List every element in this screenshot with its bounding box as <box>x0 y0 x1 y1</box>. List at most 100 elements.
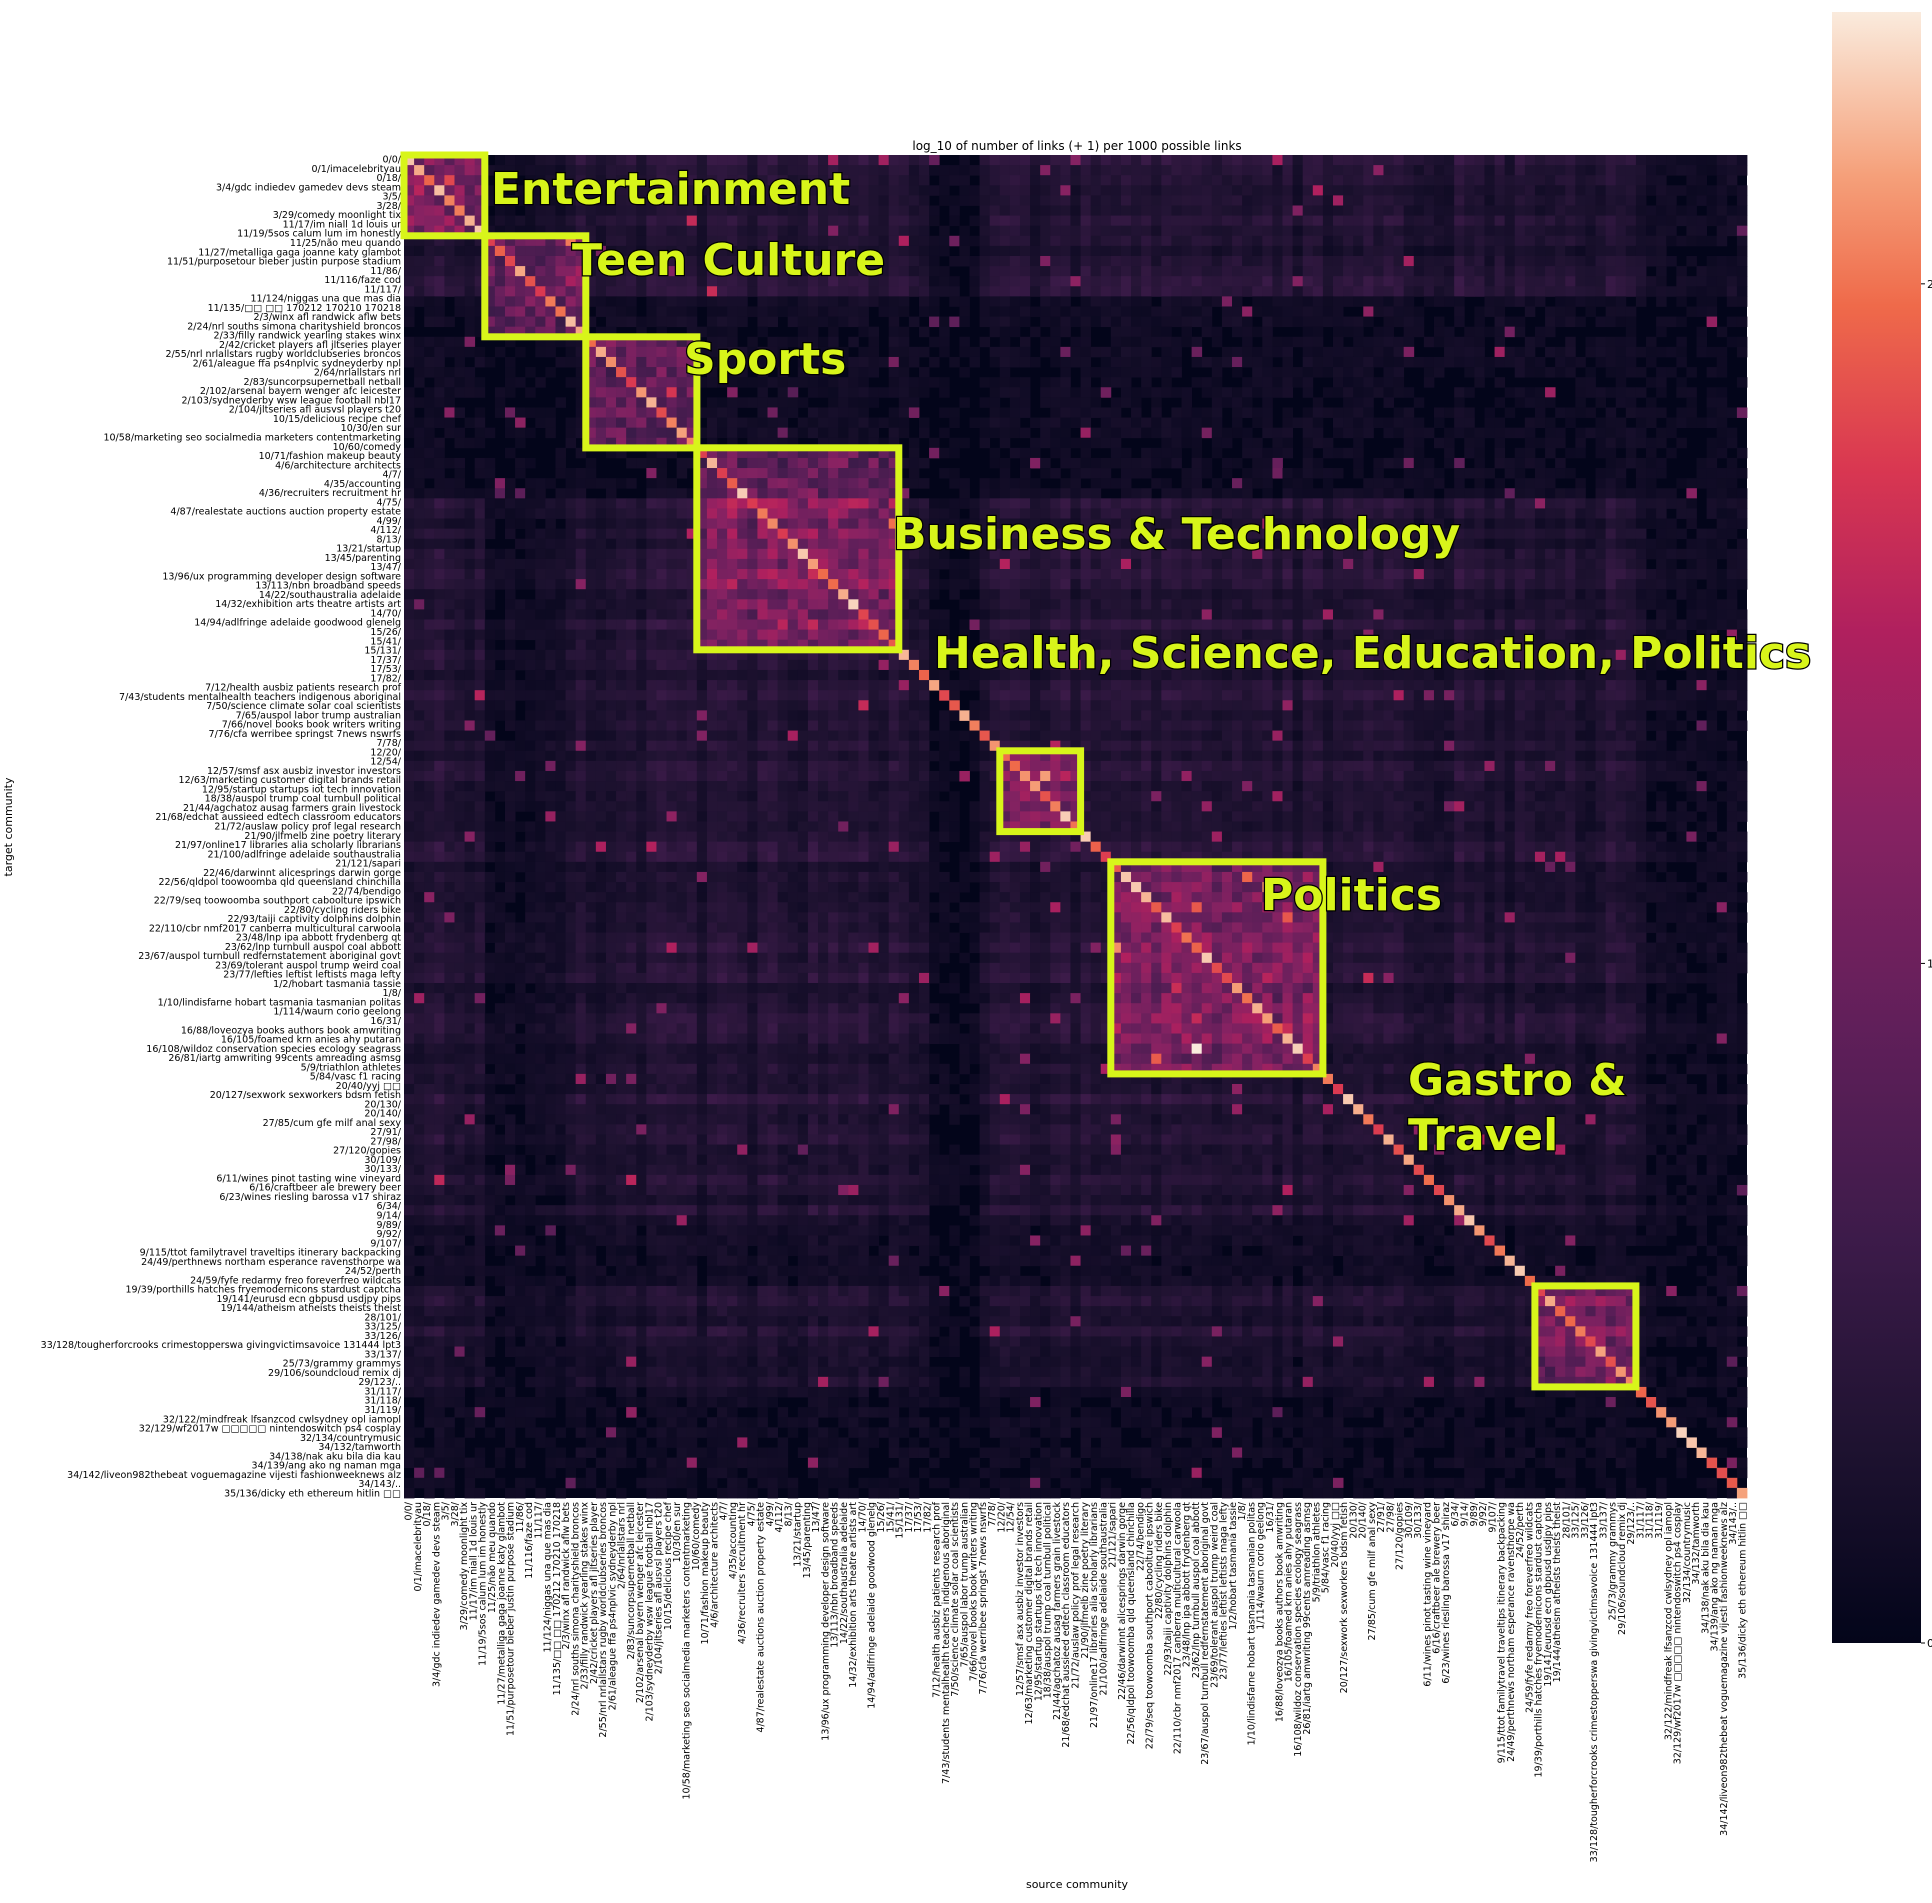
heatmap-cell <box>1343 538 1354 550</box>
heatmap-cell <box>1565 155 1576 166</box>
heatmap-cell <box>1615 377 1627 388</box>
heatmap-cell <box>1191 498 1203 509</box>
heatmap-cell <box>706 518 718 530</box>
heatmap-cell <box>1534 165 1546 176</box>
heatmap-cell <box>1373 286 1384 297</box>
heatmap-cell <box>1514 276 1526 287</box>
heatmap-cell <box>535 155 546 166</box>
heatmap-cell <box>999 316 1011 328</box>
heatmap-cell <box>1090 316 1102 328</box>
heatmap-cell <box>616 589 627 600</box>
heatmap-cell <box>737 538 748 550</box>
heatmap-cell <box>636 397 647 408</box>
heatmap-cell <box>1595 528 1607 540</box>
heatmap-cell <box>1413 569 1425 580</box>
heatmap-cell <box>656 356 667 368</box>
heatmap-cell <box>979 336 991 348</box>
heatmap-cell <box>565 205 577 216</box>
heatmap-cell <box>1019 255 1031 267</box>
heatmap-cell <box>585 175 597 186</box>
heatmap-cell <box>636 498 647 509</box>
heatmap-cell <box>545 276 556 287</box>
heatmap-cell <box>656 397 667 408</box>
heatmap-cell <box>1726 316 1738 328</box>
heatmap-cell <box>1080 346 1092 358</box>
heatmap-cell <box>777 195 789 206</box>
heatmap-cell <box>1464 548 1475 560</box>
heatmap-cell <box>454 518 465 530</box>
heatmap-cell <box>656 478 667 489</box>
heatmap-cell <box>1534 387 1546 398</box>
heatmap-cell <box>1433 195 1445 206</box>
heatmap-cell <box>777 548 789 560</box>
heatmap-cell <box>1110 215 1122 227</box>
heatmap-cell <box>1161 518 1172 530</box>
heatmap-cell <box>676 407 688 418</box>
heatmap-cell <box>535 235 546 247</box>
heatmap-cell <box>838 498 849 509</box>
heatmap-cell <box>1131 346 1142 358</box>
heatmap-cell <box>1322 407 1334 418</box>
heatmap-cell <box>1433 165 1445 176</box>
heatmap-cell <box>1625 387 1637 398</box>
heatmap-cell <box>757 185 768 196</box>
heatmap-cell <box>1605 498 1617 509</box>
heatmap-cell <box>1413 155 1425 166</box>
heatmap-cell <box>1242 407 1253 418</box>
heatmap-cell <box>1019 296 1031 307</box>
heatmap-cell <box>525 427 536 439</box>
heatmap-cell <box>1211 215 1223 227</box>
heatmap-cell <box>1403 185 1415 196</box>
heatmap-cell <box>1060 397 1071 408</box>
heatmap-cell <box>979 155 991 166</box>
heatmap-cell <box>727 215 738 227</box>
heatmap-cell <box>1736 165 1748 176</box>
heatmap-cell <box>807 205 819 216</box>
heatmap-cell <box>848 286 859 297</box>
heatmap-cell <box>575 589 587 600</box>
heatmap-cell <box>404 528 415 540</box>
heatmap-cell <box>1433 579 1445 590</box>
heatmap-cell <box>939 508 950 519</box>
heatmap-cell <box>1615 437 1627 449</box>
heatmap-cell <box>1070 255 1081 267</box>
heatmap-cell <box>515 235 526 247</box>
heatmap-cell <box>565 336 577 348</box>
heatmap-cell <box>454 367 465 378</box>
heatmap-cell <box>646 306 657 317</box>
heatmap-cell <box>1524 336 1536 348</box>
heatmap-cell <box>1545 255 1556 267</box>
heatmap-cell <box>888 528 900 540</box>
heatmap-cell <box>1514 387 1526 398</box>
heatmap-cell <box>1272 367 1283 378</box>
heatmap-cell <box>656 538 667 550</box>
heatmap-cell <box>1302 579 1314 590</box>
heatmap-cell <box>1050 296 1061 307</box>
heatmap-cell <box>969 276 980 287</box>
heatmap-cell <box>868 508 879 519</box>
heatmap-cell <box>1646 397 1657 408</box>
heatmap-cell <box>1686 518 1697 530</box>
heatmap-cell <box>454 286 465 297</box>
heatmap-cell <box>757 367 768 378</box>
heatmap-cell <box>1494 326 1506 338</box>
heatmap-cell <box>1403 356 1415 368</box>
heatmap-cell <box>747 266 758 277</box>
heatmap-cell <box>1332 367 1344 378</box>
heatmap-cell <box>1090 427 1102 439</box>
heatmap-cell <box>1474 356 1485 368</box>
heatmap-cell <box>1272 185 1283 196</box>
heatmap-cell <box>1312 266 1324 277</box>
heatmap-cell <box>888 488 900 499</box>
heatmap-cell <box>1090 407 1102 418</box>
heatmap-cell <box>929 155 940 166</box>
heatmap-cell <box>1090 245 1102 257</box>
heatmap-cell <box>1100 266 1112 277</box>
heatmap-cell <box>818 579 829 590</box>
heatmap-cell <box>1009 266 1021 277</box>
heatmap-cell <box>1494 397 1506 408</box>
heatmap-cell <box>555 488 566 499</box>
heatmap-cell <box>1211 356 1223 368</box>
heatmap-cell <box>1131 417 1142 429</box>
heatmap-cell <box>1282 296 1293 307</box>
